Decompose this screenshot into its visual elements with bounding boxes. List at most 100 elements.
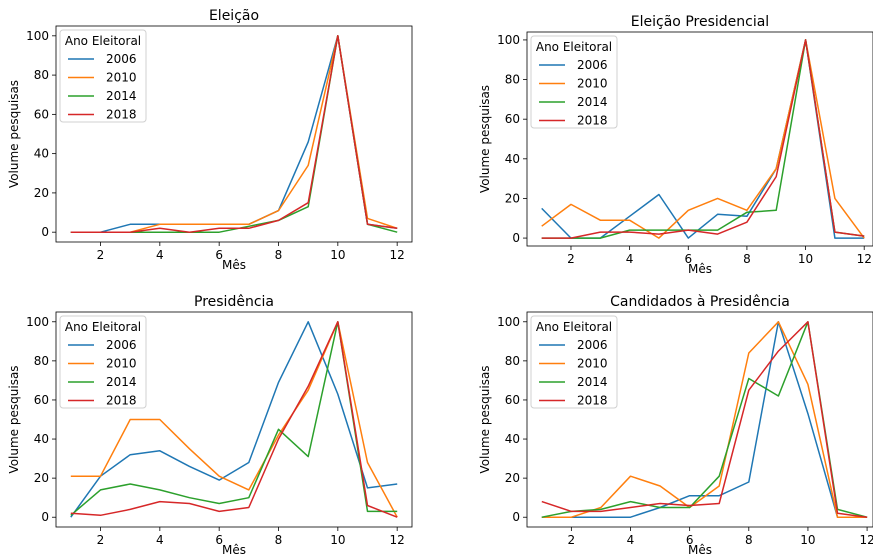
axes-frame xyxy=(55,311,413,528)
y-tick-label: 80 xyxy=(505,354,520,368)
y-tick-label: 0 xyxy=(41,510,49,524)
chart-panel-4: Candidados à Presidência 2 4 6 8 10 12 0 20 40 60 8… xyxy=(478,294,873,555)
y-tick-label: 100 xyxy=(26,315,49,329)
legend-label-2018: 2018 xyxy=(106,394,137,408)
axes-frame xyxy=(526,31,873,247)
y-tick-label: 60 xyxy=(505,393,520,407)
series-group xyxy=(541,39,865,239)
x-tick-label: 12 xyxy=(390,248,405,262)
x-tick-label: 8 xyxy=(743,252,751,266)
x-tick-label: 2 xyxy=(97,248,105,262)
x-tick-label: 2 xyxy=(568,533,576,547)
y-tick-label: 0 xyxy=(41,225,49,239)
y-tick-label: 40 xyxy=(505,432,520,446)
x-tick-label: 10 xyxy=(330,533,345,547)
y-tick-label: 20 xyxy=(505,191,520,205)
x-axis-label: Mês xyxy=(688,262,712,276)
x-axis-label: Mês xyxy=(222,258,246,272)
legend-title: Ano Eleitoral xyxy=(536,320,612,334)
y-tick-label: 80 xyxy=(505,73,520,87)
x-tick-label: 12 xyxy=(857,252,872,266)
y-tick-label: 80 xyxy=(34,68,49,82)
chart-panel-3: Presidência 2 4 6 8 10 12 0 20 40 60 80 100 Mês Volume… xyxy=(7,294,413,555)
x-tick-label: 12 xyxy=(390,533,405,547)
chart-title: Eleição xyxy=(209,8,259,24)
x-tick-label: 4 xyxy=(156,248,164,262)
y-axis-label: Volume pesquisas xyxy=(7,80,21,188)
legend-title: Ano Eleitoral xyxy=(536,40,612,54)
axes-frame xyxy=(526,311,873,528)
x-tick-label: 8 xyxy=(745,533,753,547)
legend-label-2010: 2010 xyxy=(106,357,137,371)
y-tick-label: 40 xyxy=(505,152,520,166)
legend-box xyxy=(530,35,618,129)
legend-label-2010: 2010 xyxy=(577,357,608,371)
x-tick-label: 2 xyxy=(567,252,575,266)
y-tick-label: 60 xyxy=(505,112,520,126)
x-tick-label: 4 xyxy=(627,533,635,547)
x-tick-label: 2 xyxy=(97,533,105,547)
series-group xyxy=(70,35,398,233)
series-line-2018 xyxy=(70,35,398,233)
y-tick-label: 0 xyxy=(512,231,520,245)
legend-label-2006: 2006 xyxy=(577,58,608,72)
y-axis-label: Volume pesquisas xyxy=(7,365,21,473)
x-tick-label: 10 xyxy=(330,248,345,262)
y-tick-label: 40 xyxy=(34,432,49,446)
legend-box xyxy=(59,29,147,123)
x-tick-label: 6 xyxy=(215,533,223,547)
legend-label-2006: 2006 xyxy=(106,338,137,352)
legend-label-2014: 2014 xyxy=(577,375,608,389)
chart-panel-2: Eleição Presidencial 2 4 6 8 10 12 0 20 40 60 80 100… xyxy=(478,14,873,276)
x-axis-label: Mês xyxy=(688,543,712,555)
legend-box xyxy=(530,315,618,409)
x-tick-label: 4 xyxy=(626,252,634,266)
legend-label-2010: 2010 xyxy=(577,77,608,91)
chart-title: Candidados à Presidência xyxy=(610,294,790,310)
y-tick-label: 60 xyxy=(34,393,49,407)
legend-label-2014: 2014 xyxy=(106,89,137,103)
series-line-2010 xyxy=(70,321,398,518)
legend: Ano Eleitoral 2006 2010 2014 2018 xyxy=(59,315,147,409)
series-line-2018 xyxy=(541,39,865,239)
x-tick-label: 8 xyxy=(275,533,283,547)
y-tick-label: 20 xyxy=(505,471,520,485)
legend-title: Ano Eleitoral xyxy=(65,34,141,48)
legend-label-2018: 2018 xyxy=(577,394,608,408)
legend-label-2014: 2014 xyxy=(106,375,137,389)
x-tick-label: 6 xyxy=(686,533,694,547)
legend: Ano Eleitoral 2006 2010 2014 2018 xyxy=(530,35,618,129)
x-tick-label: 6 xyxy=(215,248,223,262)
y-tick-label: 20 xyxy=(34,471,49,485)
legend-title: Ano Eleitoral xyxy=(65,320,141,334)
legend-label-2018: 2018 xyxy=(577,114,608,128)
series-line-2006 xyxy=(70,321,398,518)
legend-label-2018: 2018 xyxy=(106,108,137,122)
series-group xyxy=(541,321,868,518)
legend-label-2014: 2014 xyxy=(577,95,608,109)
y-tick-label: 100 xyxy=(497,315,520,329)
legend: Ano Eleitoral 2006 2010 2014 2018 xyxy=(59,29,147,123)
y-tick-label: 100 xyxy=(26,29,49,43)
x-axis-label: Mês xyxy=(222,543,246,555)
series-line-2018 xyxy=(70,321,398,518)
legend-label-2010: 2010 xyxy=(106,71,137,85)
y-tick-label: 80 xyxy=(34,354,49,368)
y-tick-label: 40 xyxy=(34,147,49,161)
series-line-2018 xyxy=(541,321,868,518)
legend-box xyxy=(59,315,147,409)
axes-frame xyxy=(55,25,413,243)
series-line-2006 xyxy=(541,321,868,518)
x-tick-label: 12 xyxy=(859,533,873,547)
y-tick-label: 20 xyxy=(34,186,49,200)
chart-panel-1: Eleição 2 4 6 8 10 12 0 20 40 60 80 100 Mês Volume pes… xyxy=(7,8,413,272)
x-tick-label: 4 xyxy=(156,533,164,547)
x-tick-label: 10 xyxy=(800,533,815,547)
series-line-2010 xyxy=(541,39,865,239)
chart-title: Eleição Presidencial xyxy=(631,14,769,30)
series-group xyxy=(70,321,398,518)
x-tick-label: 8 xyxy=(275,248,283,262)
x-tick-label: 10 xyxy=(798,252,813,266)
y-axis-label: Volume pesquisas xyxy=(478,365,492,473)
